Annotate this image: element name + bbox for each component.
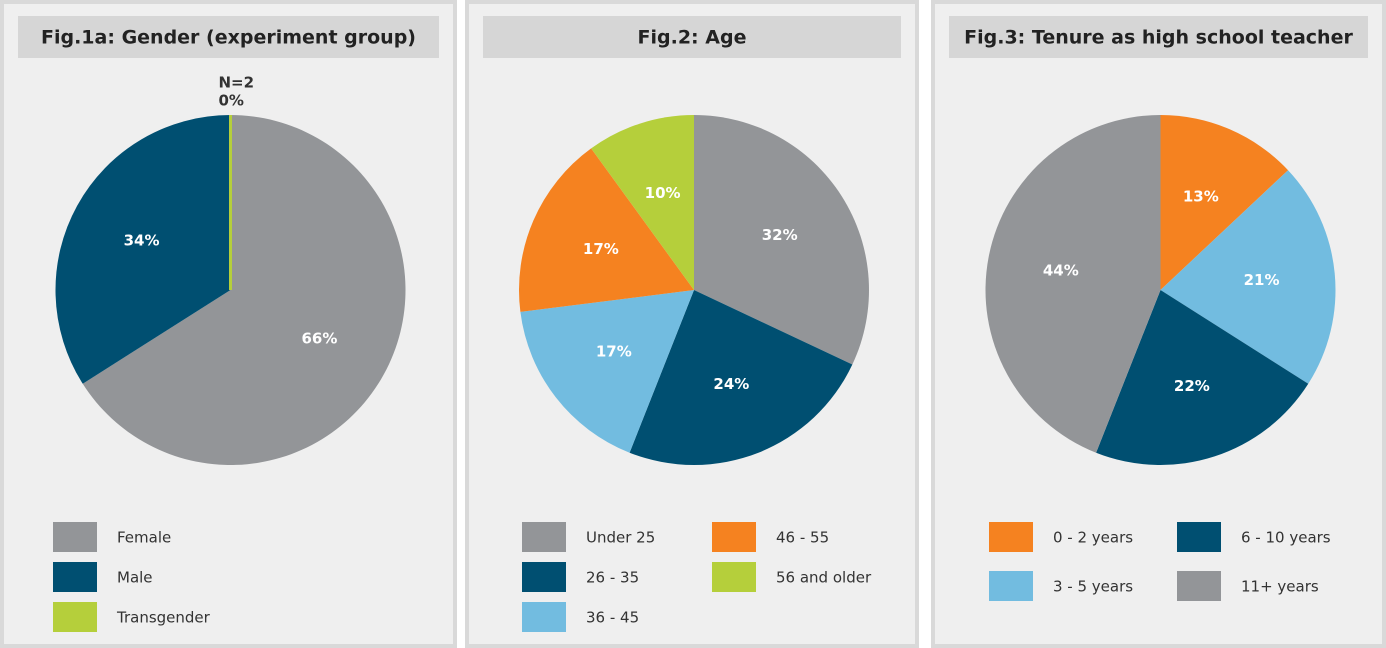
legend-label: 6 - 10 years — [1241, 529, 1331, 547]
chart-title: Fig.2: Age — [638, 27, 747, 49]
legend-swatch — [53, 602, 97, 632]
legend-label: Male — [117, 569, 153, 587]
legend-label: Female — [117, 529, 171, 547]
legend-label: 11+ years — [1241, 578, 1319, 596]
pie-slice — [519, 148, 694, 312]
pie-slice — [1160, 170, 1336, 384]
legend-label: 0 - 2 years — [1053, 529, 1133, 547]
data-label: 17% — [583, 240, 619, 258]
legend-swatch — [522, 602, 566, 632]
data-label: 34% — [124, 232, 160, 250]
legend-swatch — [989, 571, 1033, 601]
data-label: 32% — [762, 226, 798, 244]
legend-label: 36 - 45 — [586, 609, 639, 627]
pie-slice — [1096, 290, 1309, 465]
data-label: 0% — [219, 92, 244, 110]
legend-label: 3 - 5 years — [1053, 578, 1133, 596]
title-bar — [18, 16, 439, 58]
legend-swatch — [712, 562, 756, 592]
legend-swatch — [989, 522, 1033, 552]
chart-title: Fig.1a: Gender (experiment group) — [41, 27, 416, 49]
data-label: 17% — [596, 343, 632, 361]
data-label: 66% — [301, 329, 337, 347]
title-bar — [949, 16, 1368, 58]
legend-swatch — [53, 522, 97, 552]
pie-slice — [629, 290, 853, 465]
data-label: 44% — [1043, 261, 1079, 279]
data-label: 10% — [645, 184, 681, 202]
legend-label: Under 25 — [586, 529, 655, 547]
legend-label: Transgender — [116, 609, 211, 627]
data-label: 24% — [713, 375, 749, 393]
legend-swatch — [1177, 522, 1221, 552]
legend-swatch — [1177, 571, 1221, 601]
data-label: 21% — [1244, 271, 1280, 289]
pie-slice — [520, 290, 694, 453]
pie-slice — [694, 115, 869, 365]
title-bar — [483, 16, 901, 58]
data-label: 22% — [1174, 377, 1210, 395]
pie-slice — [985, 115, 1161, 453]
pie-slice — [591, 115, 694, 290]
legend-label: 46 - 55 — [776, 529, 829, 547]
legend-label: 26 - 35 — [586, 569, 639, 587]
pie-slice — [55, 115, 231, 384]
chart-title: Fig.3: Tenure as high school teacher — [964, 27, 1353, 49]
legend-swatch — [53, 562, 97, 592]
pie-slice — [82, 115, 406, 466]
legend-label: 56 and older — [776, 569, 872, 587]
annotation: N=2 — [219, 74, 255, 92]
pie-slice — [1160, 115, 1289, 290]
legend-swatch — [522, 562, 566, 592]
legend-swatch — [712, 522, 756, 552]
data-label: 13% — [1183, 187, 1219, 205]
legend-swatch — [522, 522, 566, 552]
